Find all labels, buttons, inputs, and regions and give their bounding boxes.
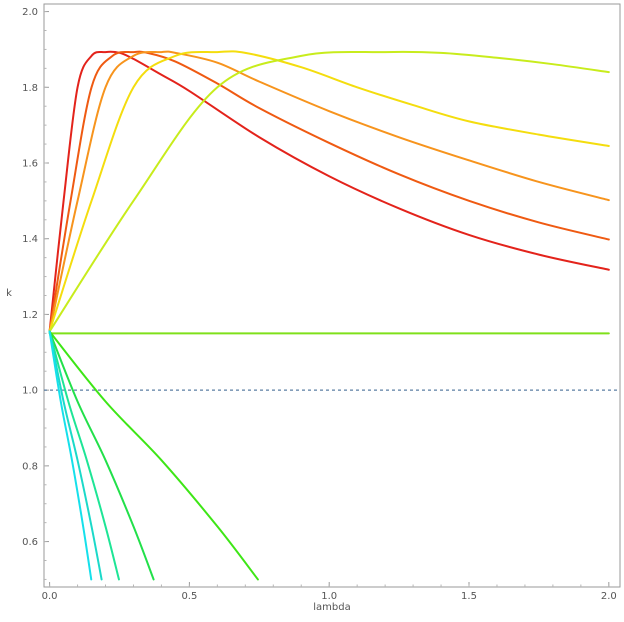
y-tick-label: 2.0 [22, 7, 38, 18]
series-line-8 [48, 330, 155, 581]
y-tick-label: 1.2 [22, 310, 38, 321]
y-tick-label: 0.8 [22, 461, 38, 472]
series-line-9 [48, 330, 120, 581]
series-line-4 [48, 50, 610, 333]
series-line-1 [48, 50, 610, 333]
y-axis-label: k [6, 288, 12, 299]
y-tick-label: 1.0 [22, 386, 38, 397]
series-layer [48, 50, 610, 581]
series-line-7 [48, 330, 259, 581]
x-axis: 0.0 0.5 1.0 1.5 2.0 [42, 582, 617, 602]
x-axis-label: lambda [313, 602, 350, 613]
y-axis: 0.6 0.8 1.0 1.2 1.4 1.6 1.8 2.0 [22, 7, 49, 580]
y-tick-label: 0.6 [22, 537, 38, 548]
y-tick-label: 1.6 [22, 159, 38, 170]
series-line-11 [48, 330, 93, 581]
y-tick-label: 1.4 [22, 234, 38, 245]
x-tick-label: 2.0 [601, 591, 617, 602]
x-tick-label: 0.5 [181, 591, 197, 602]
x-tick-label: 0.0 [42, 591, 58, 602]
y-tick-label: 1.8 [22, 83, 38, 94]
series-line-3 [48, 50, 610, 333]
series-line-5 [48, 50, 610, 333]
series-line-2 [48, 50, 610, 333]
series-line-10 [48, 330, 103, 581]
x-tick-label: 1.5 [461, 591, 477, 602]
x-tick-label: 1.0 [321, 591, 337, 602]
